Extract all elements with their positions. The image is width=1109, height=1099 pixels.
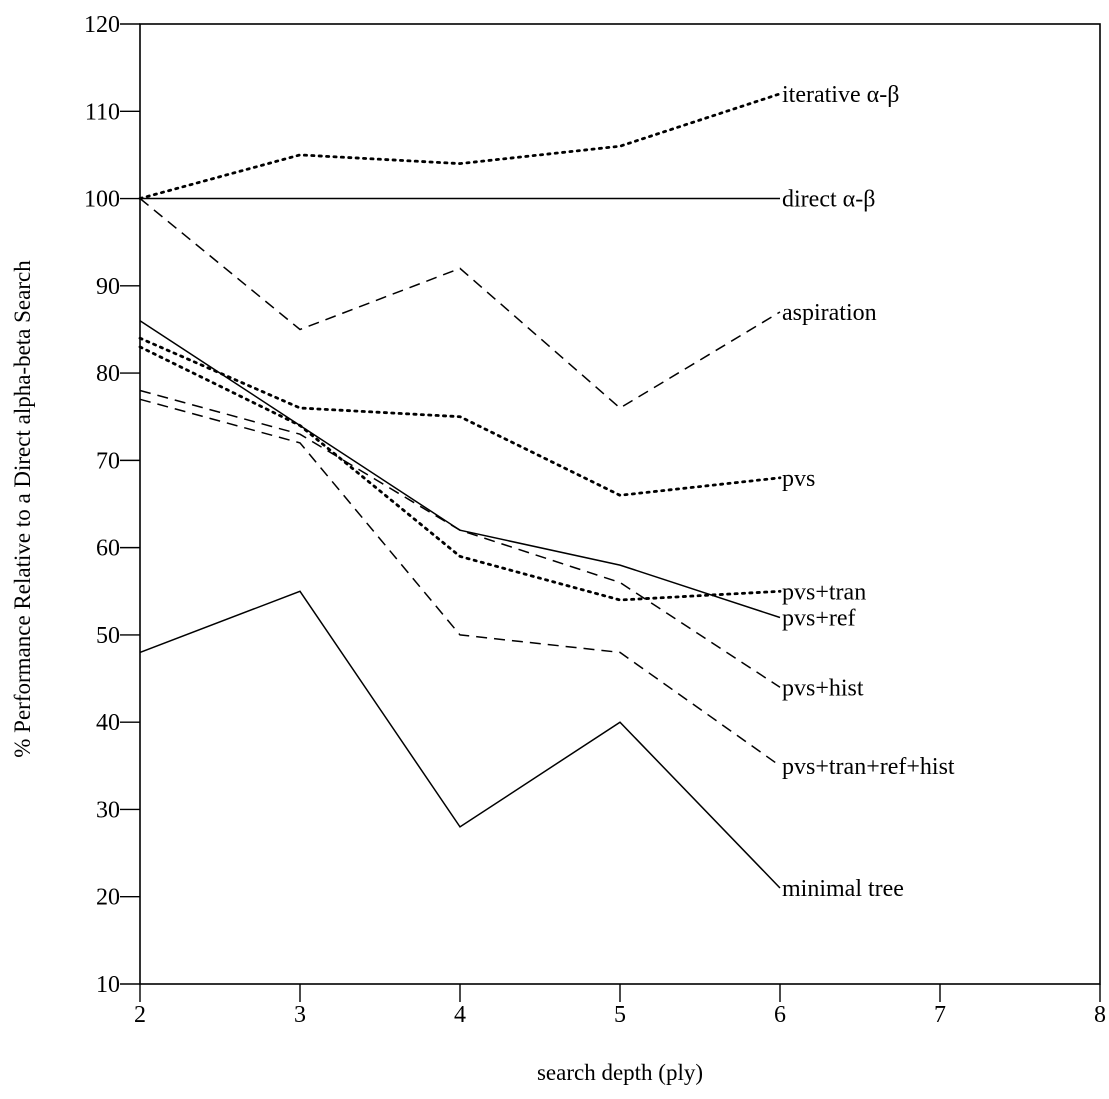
series-line-aspiration	[139, 197, 781, 409]
x-tick-label: 5	[614, 1002, 626, 1028]
series-label: pvs+tran+ref+hist	[782, 754, 955, 780]
y-axis-ticks: 10 20 30 40 50 60 70 80 90 100 110 120	[84, 12, 140, 998]
plot-frame-group	[139, 23, 1101, 985]
y-tick-label: 100	[84, 187, 120, 213]
series-label: aspiration	[782, 300, 877, 326]
x-tick-label: 4	[454, 1002, 466, 1028]
series-label: pvs+tran	[782, 579, 866, 605]
x-tick-label: 2	[134, 1002, 146, 1028]
series-line-pvs-tran	[138, 345, 782, 602]
series-label: pvs+ref	[782, 605, 856, 631]
series-line-pvs-ref	[139, 320, 781, 619]
y-tick-label: 50	[96, 623, 120, 649]
y-tick-label: 60	[96, 536, 120, 562]
y-tick-label: 10	[96, 972, 120, 998]
series-line-iterative-	[138, 92, 782, 200]
y-axis-title: % Performance Relative to a Direct alpha…	[10, 260, 35, 758]
series-line-pvs	[138, 336, 782, 497]
y-tick-label: 80	[96, 361, 120, 387]
series-line-pvs-tran-ref-hist	[139, 398, 781, 767]
x-axis-ticks: 2 3 4 5 6 7 8	[134, 984, 1106, 1028]
series-label: pvs	[782, 466, 815, 492]
x-tick-label: 8	[1094, 1002, 1106, 1028]
y-tick-label: 120	[84, 12, 120, 38]
series-lines	[138, 92, 782, 889]
y-tick-label: 110	[85, 99, 120, 125]
y-tick-label: 40	[96, 710, 120, 736]
series-line-pvs-hist	[139, 389, 781, 688]
series-label: pvs+hist	[782, 675, 864, 701]
series-line-minimal-tree	[139, 590, 781, 889]
x-tick-label: 7	[934, 1002, 946, 1028]
x-axis-title: search depth (ply)	[537, 1060, 703, 1085]
series-labels: iterative α-β direct α-β aspiration pvs pvs+…	[782, 82, 955, 902]
x-tick-label: 3	[294, 1002, 306, 1028]
y-tick-label: 30	[96, 797, 120, 823]
series-label: iterative α-β	[782, 82, 899, 108]
y-tick-label: 70	[96, 448, 120, 474]
y-tick-label: 20	[96, 885, 120, 911]
plot-frame	[139, 23, 1101, 985]
y-tick-label: 90	[96, 274, 120, 300]
series-label: minimal tree	[782, 876, 904, 902]
x-tick-label: 6	[774, 1002, 786, 1028]
series-label: direct α-β	[782, 187, 875, 213]
